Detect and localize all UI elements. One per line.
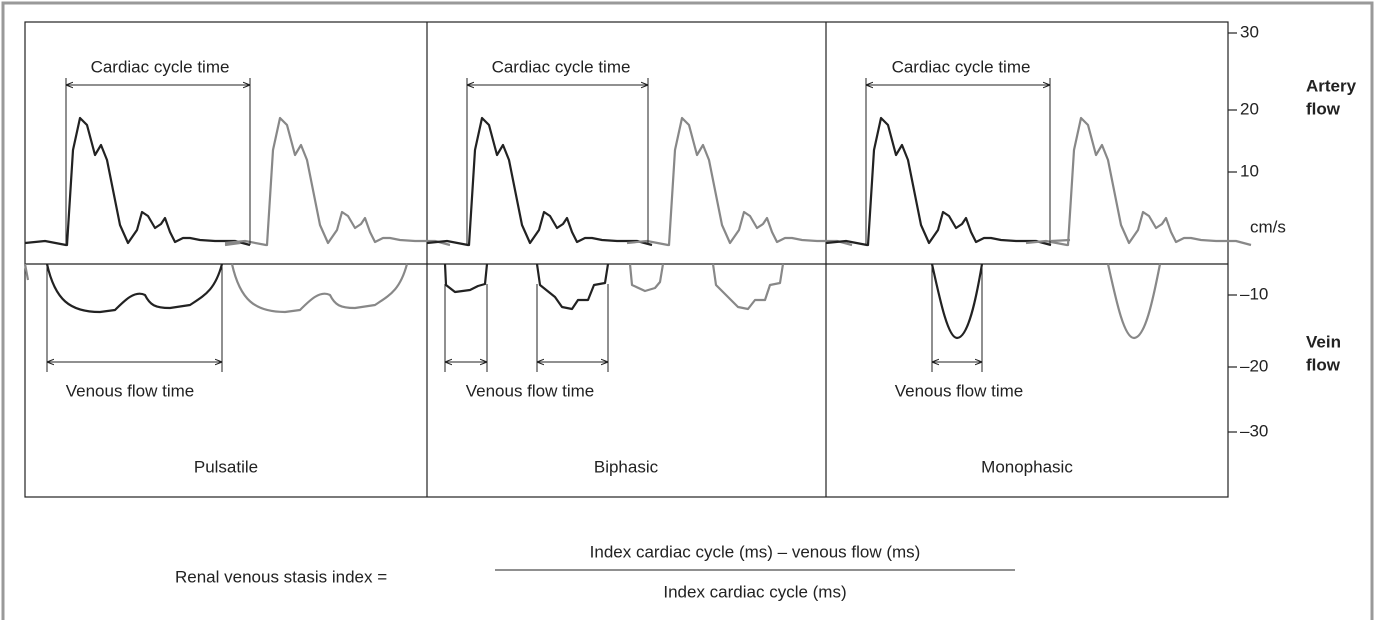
tick-label: cm/s xyxy=(1250,217,1286,236)
tick-label: 10 xyxy=(1240,161,1259,180)
panel-box xyxy=(24,21,1229,498)
panel-label: Biphasic xyxy=(594,457,659,476)
axis: Artery flow Vein flow 30 20 10 cm/s –10 –20 –3… xyxy=(1228,22,1357,440)
waveforms xyxy=(23,116,1253,340)
tick-label: –30 xyxy=(1240,421,1268,440)
vein-label: Vein xyxy=(1306,332,1341,351)
formula-numerator: Index cardiac cycle (ms) – venous flow (… xyxy=(590,542,921,561)
panel-label: Monophasic xyxy=(981,457,1073,476)
panel-texts: Cardiac cycle time Venous flow time Puls… xyxy=(66,57,1074,476)
cycle-label: Cardiac cycle time xyxy=(892,57,1031,76)
tick-label: –20 xyxy=(1240,356,1268,375)
artery-label: Artery xyxy=(1306,76,1357,95)
panel-label: Pulsatile xyxy=(194,457,258,476)
tick-label: 20 xyxy=(1240,99,1259,118)
formula: Renal venous stasis index = Index cardia… xyxy=(175,542,920,601)
formula-denominator: Index cardiac cycle (ms) xyxy=(663,582,846,601)
cycle-label: Cardiac cycle time xyxy=(91,57,230,76)
formula-lhs: Renal venous stasis index = xyxy=(175,567,387,586)
measure-lines xyxy=(46,78,1051,571)
venous-label: Venous flow time xyxy=(466,381,595,400)
tick-label: 30 xyxy=(1240,22,1259,41)
venous-label: Venous flow time xyxy=(66,381,195,400)
artery-label: flow xyxy=(1306,99,1341,118)
venous-label: Venous flow time xyxy=(895,381,1024,400)
tick-label: –10 xyxy=(1240,284,1268,303)
vein-label: flow xyxy=(1306,355,1341,374)
cycle-label: Cardiac cycle time xyxy=(492,57,631,76)
